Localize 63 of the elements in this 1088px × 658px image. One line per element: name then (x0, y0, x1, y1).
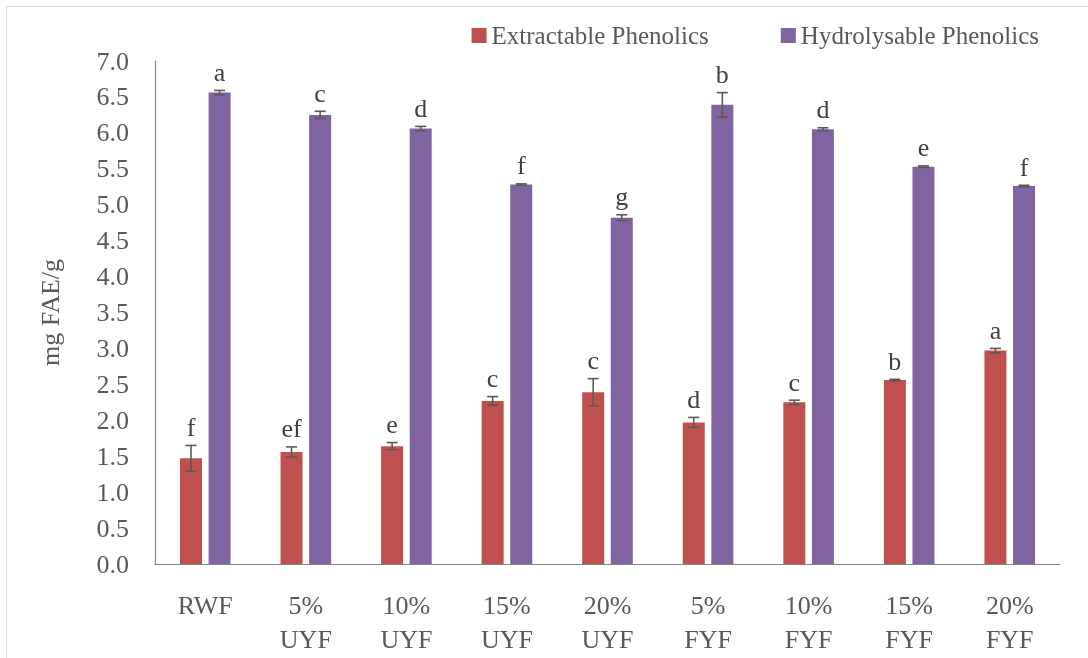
data-label: e (386, 410, 398, 440)
x-tick-label: 15% FYF (885, 590, 934, 654)
data-label: a (989, 315, 1002, 345)
x-tick-label: 5% FYF (684, 590, 732, 654)
x-tick-label: 20% UYF (581, 590, 634, 654)
legend-label: Hydrolysable Phenolics (800, 22, 1040, 49)
data-label: e (917, 133, 930, 163)
y-tick-label: 0.5 (96, 513, 129, 543)
y-tick-label: 1.0 (96, 477, 129, 507)
x-tick-label: 15% UYF (480, 590, 533, 654)
bar (682, 422, 705, 564)
bar (381, 446, 404, 564)
data-label: d (816, 95, 830, 125)
bar (783, 402, 806, 564)
y-tick-label: 2.0 (96, 405, 129, 435)
bar (883, 380, 906, 564)
data-label: f (186, 412, 196, 442)
x-tick-label: RWF (177, 590, 233, 620)
bar (582, 392, 605, 564)
bar (912, 166, 935, 564)
data-label: b (715, 60, 729, 90)
bar (309, 114, 332, 564)
data-label: f (1019, 152, 1029, 182)
x-tick-label: 10% FYF (784, 590, 833, 654)
y-tick-label: 4.0 (96, 262, 129, 292)
x-tick-label: 5% UYF (279, 590, 332, 654)
bar (811, 129, 834, 564)
data-label: c (788, 367, 801, 397)
data-label: ef (281, 414, 302, 444)
x-tick-label: 10% UYF (380, 590, 433, 654)
bar (510, 184, 533, 564)
legend-label: Extractable Phenolics (491, 22, 709, 49)
data-label: b (888, 346, 902, 376)
data-label: d (414, 93, 428, 123)
bar (610, 217, 633, 564)
y-tick-label: 3.5 (96, 298, 129, 327)
bar (280, 451, 303, 564)
bar (208, 92, 231, 564)
data-label: c (587, 346, 599, 376)
data-label: d (687, 384, 701, 414)
y-tick-label: 1.5 (96, 441, 129, 471)
y-tick-label: 6.0 (96, 118, 129, 148)
y-tick-label: 0.0 (96, 549, 129, 579)
y-tick-label: 3.0 (96, 333, 129, 363)
y-axis-title: mg FAE/g (35, 258, 65, 367)
y-tick-label: 5.5 (96, 154, 129, 184)
y-tick-label: 4.5 (96, 226, 129, 256)
data-label: g (615, 182, 629, 212)
y-tick-label: 2.5 (96, 369, 129, 399)
bar (711, 104, 734, 564)
data-label: a (213, 57, 226, 87)
bar (1013, 186, 1036, 564)
y-tick-label: 6.5 (96, 82, 129, 112)
y-tick-label: 5.0 (96, 190, 129, 220)
y-tick-label: 7.0 (96, 46, 129, 76)
bar (409, 128, 432, 564)
bar (984, 350, 1007, 564)
data-label: c (486, 364, 499, 394)
bar (179, 458, 202, 564)
bar (481, 400, 504, 564)
data-label: f (516, 151, 526, 181)
data-label: c (314, 78, 326, 108)
x-tick-label: 20% FYF (985, 590, 1034, 654)
